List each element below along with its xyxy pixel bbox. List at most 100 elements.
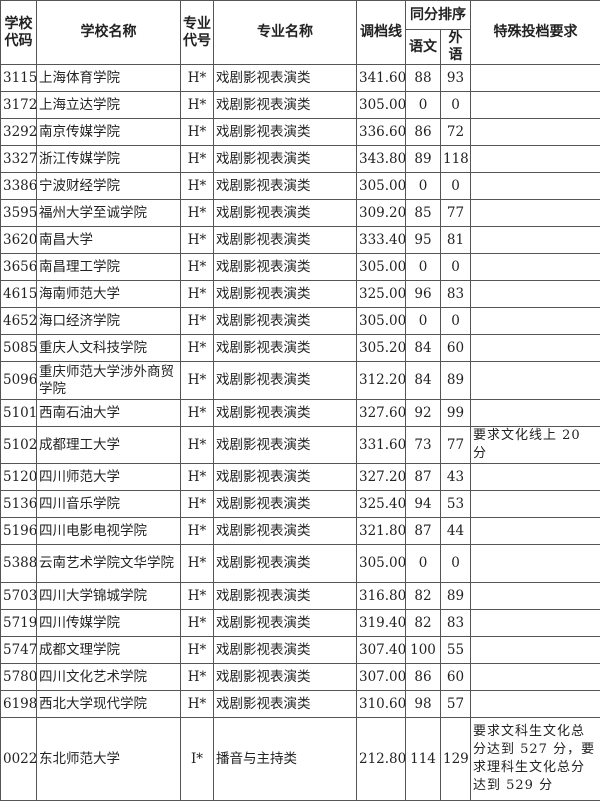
line-cell: 319.40 [357,610,406,637]
major-code-cell: H* [181,335,214,362]
line-cell: 336.60 [357,119,406,146]
major-code-cell: H* [181,637,214,664]
foreign-rank-cell: 0 [441,173,471,200]
foreign-rank-cell: 83 [441,281,471,308]
line-cell: 310.60 [357,691,406,718]
school-code-cell: 3620 [1,227,37,254]
major-name-cell: 戏剧影视表演类 [214,664,357,691]
school-name-cell: 东北师范大学 [37,718,181,801]
foreign-rank-cell: 99 [441,400,471,427]
chinese-rank-cell: 96 [406,281,441,308]
major-code-cell: H* [181,65,214,92]
major-name-cell: 戏剧影视表演类 [214,335,357,362]
line-cell: 327.60 [357,400,406,427]
line-cell: 305.00 [357,173,406,200]
chinese-rank-cell: 0 [406,173,441,200]
school-code-cell: 3327 [1,146,37,173]
chinese-rank-cell: 85 [406,200,441,227]
special-requirement-cell [471,491,600,518]
header-major-code: 专业代号 [181,1,214,65]
line-cell: 331.60 [357,427,406,464]
school-code-cell: 3595 [1,200,37,227]
chinese-rank-cell: 100 [406,637,441,664]
line-cell: 305.00 [357,92,406,119]
header-foreign: 外语 [441,30,471,65]
line-cell: 305.00 [357,545,406,583]
chinese-rank-cell: 87 [406,518,441,545]
major-code-cell: H* [181,200,214,227]
major-name-cell: 戏剧影视表演类 [214,610,357,637]
foreign-rank-cell: 55 [441,637,471,664]
major-name-cell: 戏剧影视表演类 [214,65,357,92]
chinese-rank-cell: 94 [406,491,441,518]
major-name-cell: 戏剧影视表演类 [214,545,357,583]
foreign-rank-cell: 57 [441,691,471,718]
line-cell: 307.00 [357,664,406,691]
major-name-cell: 戏剧影视表演类 [214,583,357,610]
line-cell: 343.80 [357,146,406,173]
chinese-rank-cell: 0 [406,545,441,583]
school-code-cell: 6198 [1,691,37,718]
header-school-name: 学校名称 [37,1,181,65]
school-code-cell: 3172 [1,92,37,119]
school-code-cell: 4615 [1,281,37,308]
special-requirement-cell [471,583,600,610]
school-name-cell: 上海立达学院 [37,92,181,119]
school-code-cell: 5780 [1,664,37,691]
line-cell: 325.40 [357,491,406,518]
major-name-cell: 戏剧影视表演类 [214,227,357,254]
major-name-cell: 戏剧影视表演类 [214,691,357,718]
special-requirement-cell [471,664,600,691]
special-requirement-cell [471,637,600,664]
school-code-cell: 5703 [1,583,37,610]
chinese-rank-cell: 0 [406,254,441,281]
header-special: 特殊投档要求 [471,1,600,65]
major-code-cell: H* [181,583,214,610]
chinese-rank-cell: 95 [406,227,441,254]
special-requirement-cell [471,362,600,400]
foreign-rank-cell: 118 [441,146,471,173]
school-name-cell: 四川大学锦城学院 [37,583,181,610]
major-code-cell: H* [181,400,214,427]
major-name-cell: 播音与主持类 [214,718,357,801]
school-name-cell: 重庆师范大学涉外商贸学院 [37,362,181,400]
school-code-cell: 5101 [1,400,37,427]
header-major-name: 专业名称 [214,1,357,65]
school-name-cell: 西南石油大学 [37,400,181,427]
school-name-cell: 成都理工大学 [37,427,181,464]
foreign-rank-cell: 77 [441,200,471,227]
foreign-rank-cell: 53 [441,491,471,518]
foreign-rank-cell: 60 [441,335,471,362]
school-name-cell: 海南师范大学 [37,281,181,308]
school-name-cell: 云南艺术学院文华学院 [37,545,181,583]
foreign-rank-cell: 77 [441,427,471,464]
school-code-cell: 3292 [1,119,37,146]
special-requirement-cell [471,691,600,718]
header-line: 调档线 [357,1,406,65]
school-name-cell: 四川文化艺术学院 [37,664,181,691]
school-code-cell: 5102 [1,427,37,464]
school-name-cell: 四川电影电视学院 [37,518,181,545]
header-tie-order: 同分排序 [406,1,471,30]
line-cell: 212.80 [357,718,406,801]
school-name-cell: 重庆人文科技学院 [37,335,181,362]
major-code-cell: H* [181,308,214,335]
major-code-cell: H* [181,281,214,308]
major-name-cell: 戏剧影视表演类 [214,362,357,400]
chinese-rank-cell: 89 [406,146,441,173]
school-name-cell: 成都文理学院 [37,637,181,664]
school-name-cell: 南昌大学 [37,227,181,254]
foreign-rank-cell: 0 [441,92,471,119]
school-name-cell: 海口经济学院 [37,308,181,335]
major-name-cell: 戏剧影视表演类 [214,637,357,664]
school-code-cell: 3386 [1,173,37,200]
line-cell: 312.20 [357,362,406,400]
